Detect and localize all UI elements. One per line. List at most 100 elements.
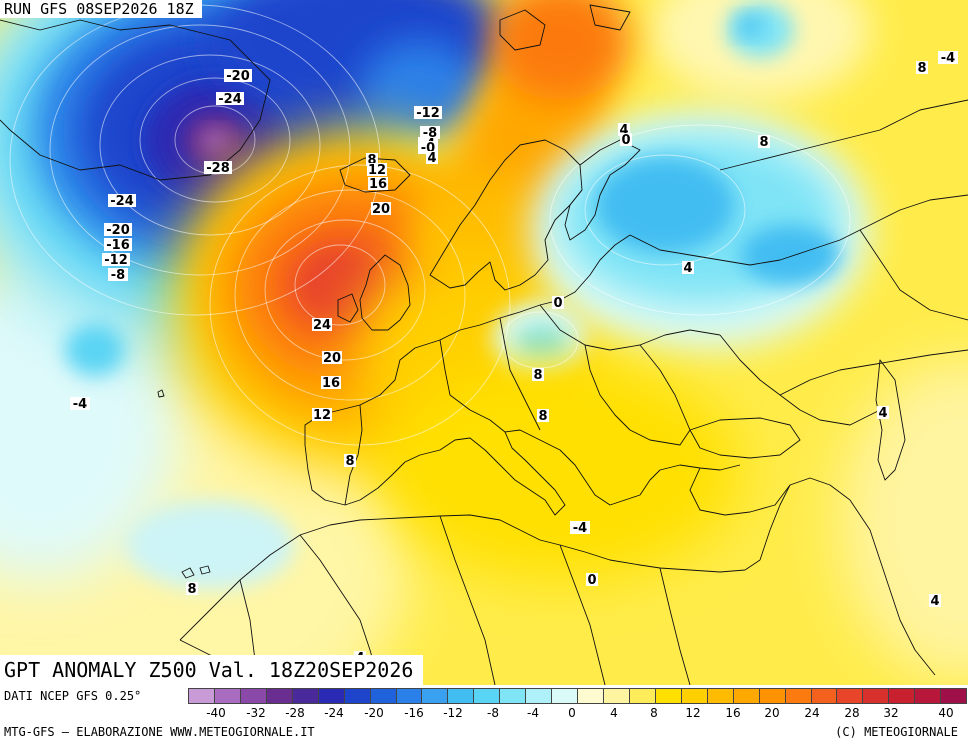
contour-label: -8 — [111, 268, 125, 283]
contour-label-bg — [312, 318, 332, 331]
legend-swatch — [291, 688, 319, 704]
legend-swatch — [784, 688, 812, 704]
contour-label: -4 — [941, 51, 955, 66]
color-legend-ticks: -40 -32 -28 -24 -20 -16 -12 -8 -4 0 4 8 12 16 20 24 28 32… — [188, 706, 966, 722]
contour-label-bg — [682, 261, 694, 274]
legend-tick-label: -28 — [285, 706, 305, 720]
legend-swatch — [940, 688, 968, 704]
legend-tick-label: -16 — [404, 706, 424, 720]
contour-label: -12 — [416, 106, 440, 121]
contour-label: 8 — [759, 135, 768, 150]
legend-swatch — [836, 688, 864, 704]
legend-tick-label: 28 — [844, 706, 860, 720]
contour-label: 16 — [322, 376, 340, 391]
contour-label: 4 — [427, 151, 436, 166]
contour-label-bg — [224, 69, 252, 82]
contour-label-bg — [104, 238, 132, 251]
legend-tick-label: 16 — [725, 706, 741, 720]
legend-tick-label: -4 — [527, 706, 539, 720]
contour-label-bg — [916, 61, 928, 74]
legend-swatch — [499, 688, 527, 704]
contour-label-bg — [102, 253, 130, 266]
contour-label: 0 — [587, 573, 596, 588]
contour-label-bg — [108, 194, 136, 207]
contour-label-bg — [70, 397, 90, 410]
legend-tick-label: 32 — [883, 706, 899, 720]
contour-label: 4 — [619, 123, 628, 138]
contour-label-bg — [216, 92, 244, 105]
contour-label: -20 — [226, 69, 250, 84]
footer: DATI NCEP GFS 0.25° -40 -32 -28 -24 -20 -16 -1… — [0, 685, 968, 745]
legend-tick-label: -8 — [487, 706, 499, 720]
contour-label-bg — [108, 268, 128, 281]
coastlines-and-borders — [0, 4, 968, 685]
legend-tick-label: 0 — [568, 706, 576, 720]
legend-swatch — [188, 688, 215, 704]
contour-label-bg — [532, 368, 544, 381]
contour-label: -16 — [106, 238, 130, 253]
contour-label: 8 — [345, 454, 354, 469]
legend-swatch — [213, 688, 241, 704]
contour-label-bg — [204, 161, 232, 174]
legend-tick-label: -24 — [324, 706, 344, 720]
legend-swatch — [680, 688, 708, 704]
contour-label-bg — [371, 202, 391, 215]
contour-label: 8 — [367, 153, 376, 168]
contour-label: 8 — [917, 61, 926, 76]
contour-label: -24 — [218, 92, 242, 107]
legend-swatch — [732, 688, 760, 704]
contour-label: 4 — [683, 261, 692, 276]
contour-label-bg — [418, 141, 438, 154]
legend-swatch — [706, 688, 734, 704]
anomaly-field — [0, 0, 968, 685]
contour-label-bg — [537, 409, 549, 422]
contour-label-bg — [618, 123, 630, 136]
contour-label: 0 — [553, 296, 562, 311]
legend-tick-label: 8 — [650, 706, 658, 720]
legend-tick-label: 20 — [764, 706, 780, 720]
legend-swatch — [888, 688, 916, 704]
credit-left: MTG-GFS – ELABORAZIONE WWW.METEOGIORNALE… — [4, 725, 315, 739]
legend-swatch — [525, 688, 553, 704]
legend-swatch — [447, 688, 475, 704]
contour-label-bg — [366, 153, 378, 166]
contour-label-bg — [426, 151, 438, 164]
contour-label-bg — [312, 408, 332, 421]
contour-label: 20 — [372, 202, 390, 217]
map-title: GPT ANOMALY Z500 Val. 18Z20SEP2026 — [0, 655, 424, 685]
contour-label-bg — [877, 406, 889, 419]
legend-swatch — [654, 688, 682, 704]
contour-label-bg — [321, 376, 341, 389]
contour-label: 12 — [313, 408, 331, 423]
run-label: RUN GFS 08SEP2026 18Z — [0, 0, 202, 18]
legend-tick-label: 40 — [938, 706, 954, 720]
legend-swatch — [577, 688, 604, 704]
legend-swatch — [914, 688, 942, 704]
legend-swatch — [239, 688, 267, 704]
legend-tick-label: 4 — [610, 706, 618, 720]
contour-label-bg — [420, 126, 440, 139]
contour-label-bg — [570, 521, 590, 534]
z500-anomaly-map: -20-24-28-24-20-16-12-8-12-8-4-044088121… — [0, 0, 968, 685]
contour-label: 4 — [930, 594, 939, 609]
color-legend-bar — [188, 688, 968, 704]
contour-label: -28 — [206, 161, 230, 176]
legend-swatch — [265, 688, 293, 704]
legend-swatch — [862, 688, 890, 704]
contour-label: -20 — [106, 223, 130, 238]
contour-label-bg — [938, 51, 958, 64]
legend-swatch — [343, 688, 371, 704]
legend-tick-label: -20 — [364, 706, 384, 720]
contour-label-bg — [620, 133, 632, 146]
contour-label: 24 — [313, 318, 331, 333]
legend-swatch — [421, 688, 449, 704]
legend-swatch — [628, 688, 656, 704]
legend-tick-label: 24 — [804, 706, 820, 720]
legend-swatch — [758, 688, 786, 704]
contour-label-bg — [104, 223, 132, 236]
contour-label-bg — [758, 135, 770, 148]
legend-swatch — [395, 688, 423, 704]
contour-label: 8 — [187, 582, 196, 597]
contour-label-bg — [929, 594, 941, 607]
legend-tick-label: -32 — [246, 706, 266, 720]
